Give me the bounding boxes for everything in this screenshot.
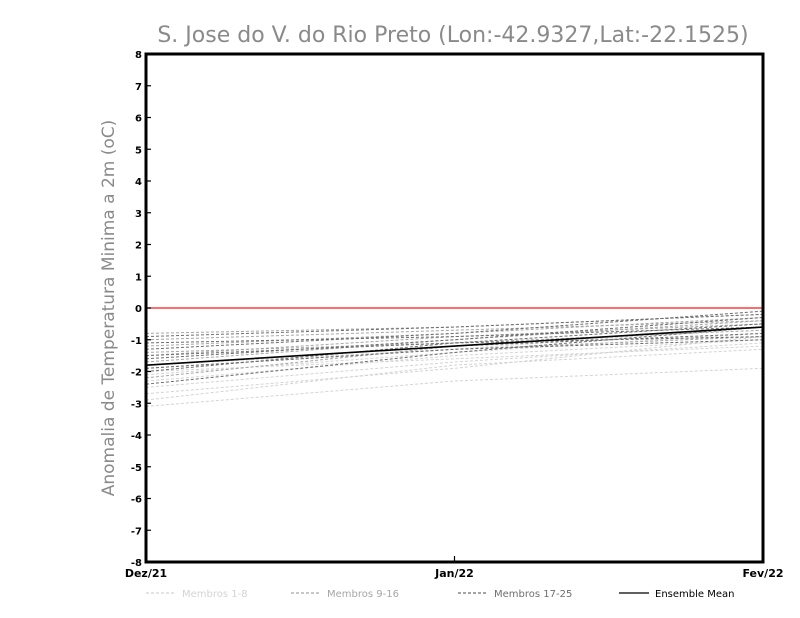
member-line-1-3 (145, 336, 764, 395)
y-tick-label: 0 (135, 304, 142, 315)
y-tick-label: 2 (135, 241, 142, 252)
member-line-1-2 (145, 348, 764, 401)
member-line-2-4 (145, 323, 764, 357)
member-line-2-3 (145, 320, 764, 363)
member-line-1-1 (145, 367, 764, 407)
y-tick-label: -4 (131, 431, 142, 442)
y-tick-label: -5 (131, 463, 142, 474)
y-tick-label: 3 (135, 209, 142, 220)
member-line-3-5 (145, 310, 764, 350)
y-tick-label: 7 (135, 82, 142, 93)
member-line-2-6 (145, 317, 764, 347)
y-tick-label: -1 (131, 336, 142, 347)
member-line-3-1 (145, 326, 764, 385)
y-axis-label: Anomalia de Temperatura Minima a 2m (oC) (99, 120, 119, 497)
y-tick-label: 4 (135, 177, 142, 188)
member-line-2-7 (145, 320, 764, 341)
legend: Membros 1-8 Membros 9-16 Membros 17-25 Ense… (146, 589, 734, 600)
y-tick-label: 8 (135, 50, 142, 61)
legend-label: Membros 9-16 (327, 589, 399, 600)
member-line-3-6 (145, 326, 764, 344)
member-line-3-8 (145, 336, 764, 357)
legend-label: Membros 1-8 (182, 589, 248, 600)
member-line-3-4 (145, 317, 764, 360)
x-tick-label: Fev/22 (742, 567, 783, 580)
y-tick-label: -6 (131, 495, 142, 506)
ensemble-mean-line (145, 326, 764, 366)
y-tick-label: 6 (135, 114, 142, 125)
y-tick-label: -2 (131, 368, 142, 379)
legend-label: Membros 17-25 (494, 589, 572, 600)
y-axis: -8 -7 -6 -5 -4 -3 -2 -1 0 1 2 3 4 5 6 7 8 (131, 50, 151, 569)
member-line-3-2 (145, 323, 764, 372)
y-tick-label: -7 (131, 526, 142, 537)
x-tick-label: Dez/21 (125, 567, 167, 580)
y-tick-label: -8 (131, 558, 142, 569)
x-tick-label: Jan/22 (434, 567, 474, 580)
plot-lines (145, 307, 764, 407)
x-axis: Dez/21 Jan/22 Fev/22 (125, 556, 784, 580)
chart-title: S. Jose do V. do Rio Preto (Lon:-42.9327… (157, 23, 748, 48)
member-line-1-5 (145, 339, 764, 382)
member-line-2-5 (145, 329, 764, 353)
y-tick-label: 1 (135, 272, 142, 283)
y-tick-label: 5 (135, 145, 142, 156)
member-line-1-7 (145, 345, 764, 372)
member-line-1-8 (145, 326, 764, 366)
member-line-3-7 (145, 313, 764, 338)
y-tick-label: -3 (131, 399, 142, 410)
member-line-1-4 (145, 342, 764, 388)
member-line-1-6 (145, 332, 764, 376)
member-line-2-8 (145, 313, 764, 334)
legend-label: Ensemble Mean (655, 589, 734, 600)
